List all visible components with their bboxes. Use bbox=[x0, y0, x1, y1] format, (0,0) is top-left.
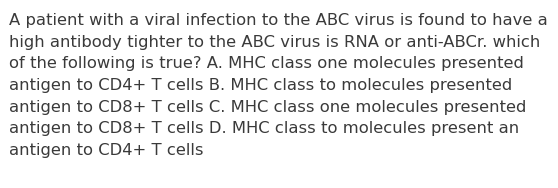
Text: A patient with a viral infection to the ABC virus is found to have a
high antibo: A patient with a viral infection to the … bbox=[9, 13, 548, 158]
